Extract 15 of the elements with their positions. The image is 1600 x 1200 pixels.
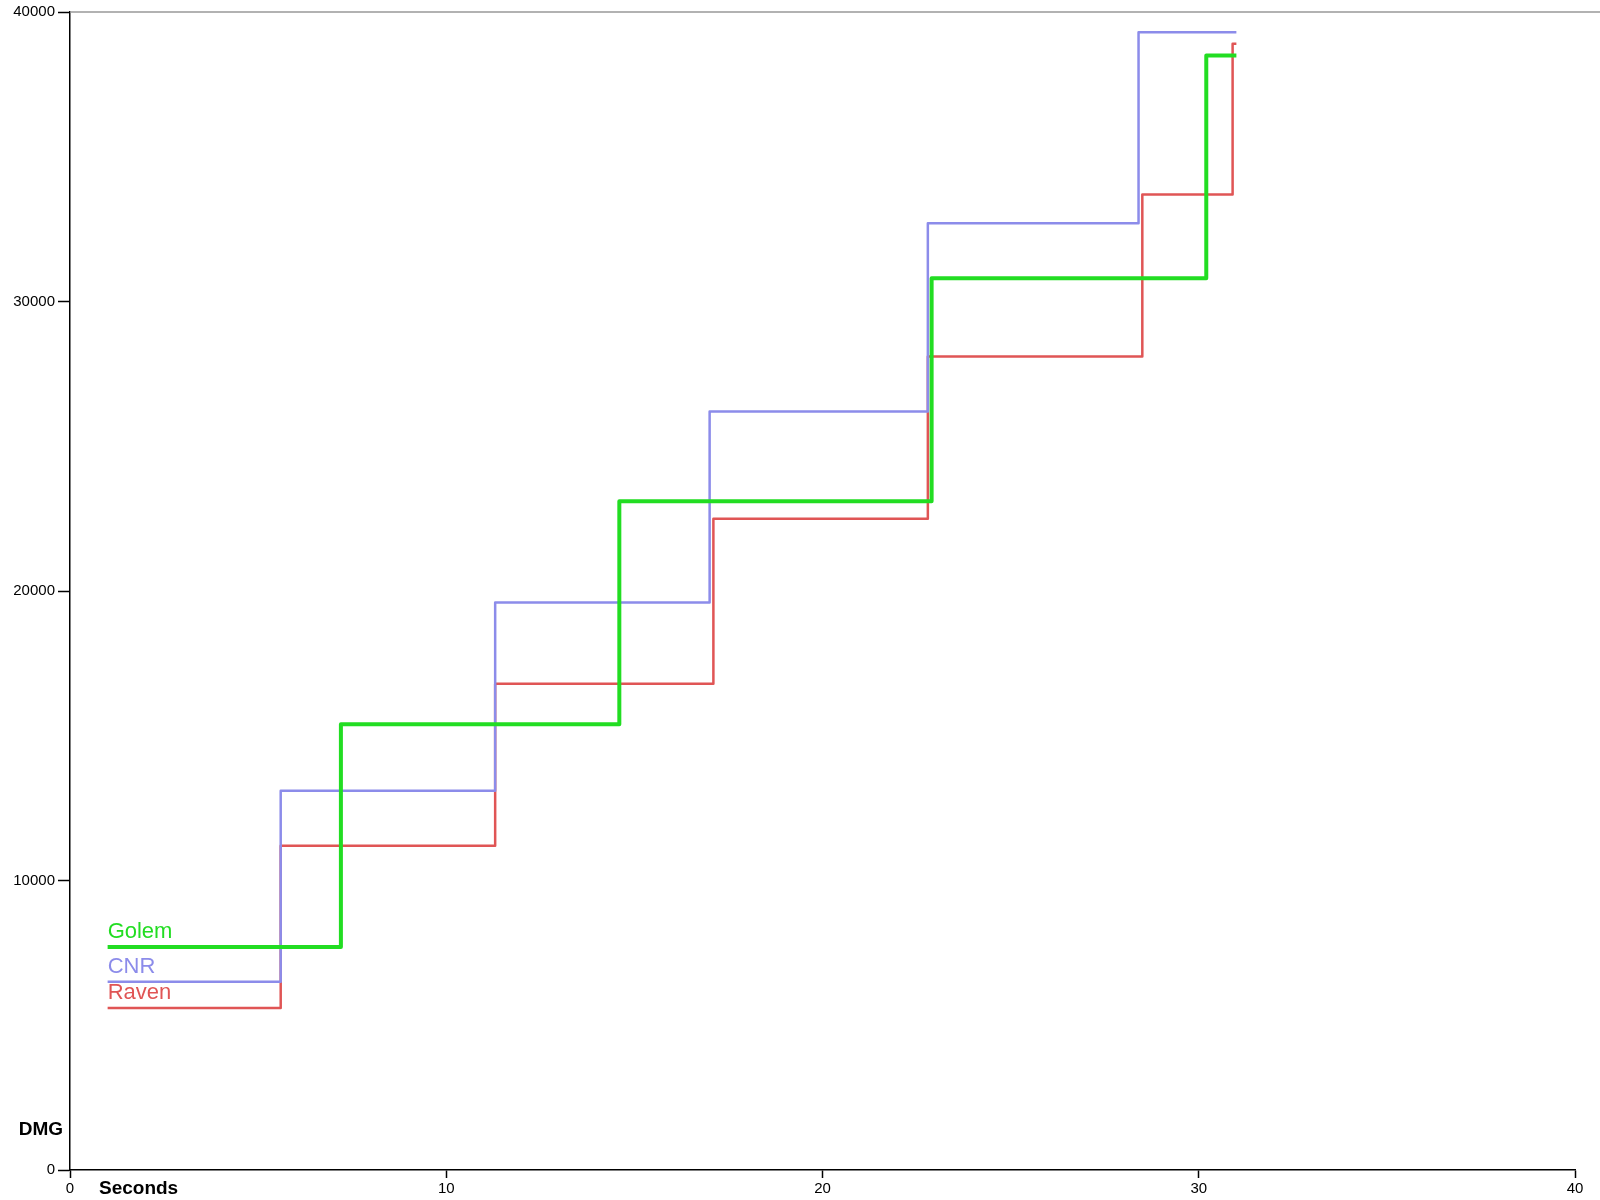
series-label: Raven xyxy=(107,978,172,1004)
x-tick-label: 10 xyxy=(437,1179,455,1197)
y-tick-label: 20000 xyxy=(13,581,55,599)
y-tick-label: 40000 xyxy=(13,2,55,20)
x-tick-label: 20 xyxy=(814,1179,831,1197)
x-tick-label: 40 xyxy=(1566,1179,1584,1197)
y-axis-title: DMG xyxy=(18,1118,63,1140)
y-tick-label: 30000 xyxy=(13,291,55,309)
y-tick-label: 0 xyxy=(46,1160,55,1178)
x-tick-label: 30 xyxy=(1190,1179,1208,1197)
y-tick-label: 10000 xyxy=(13,870,55,888)
x-axis-title: Seconds xyxy=(99,1176,179,1198)
series-label: CNR xyxy=(107,952,156,978)
series-label: Golem xyxy=(107,918,173,944)
x-tick-label: 0 xyxy=(65,1179,75,1197)
